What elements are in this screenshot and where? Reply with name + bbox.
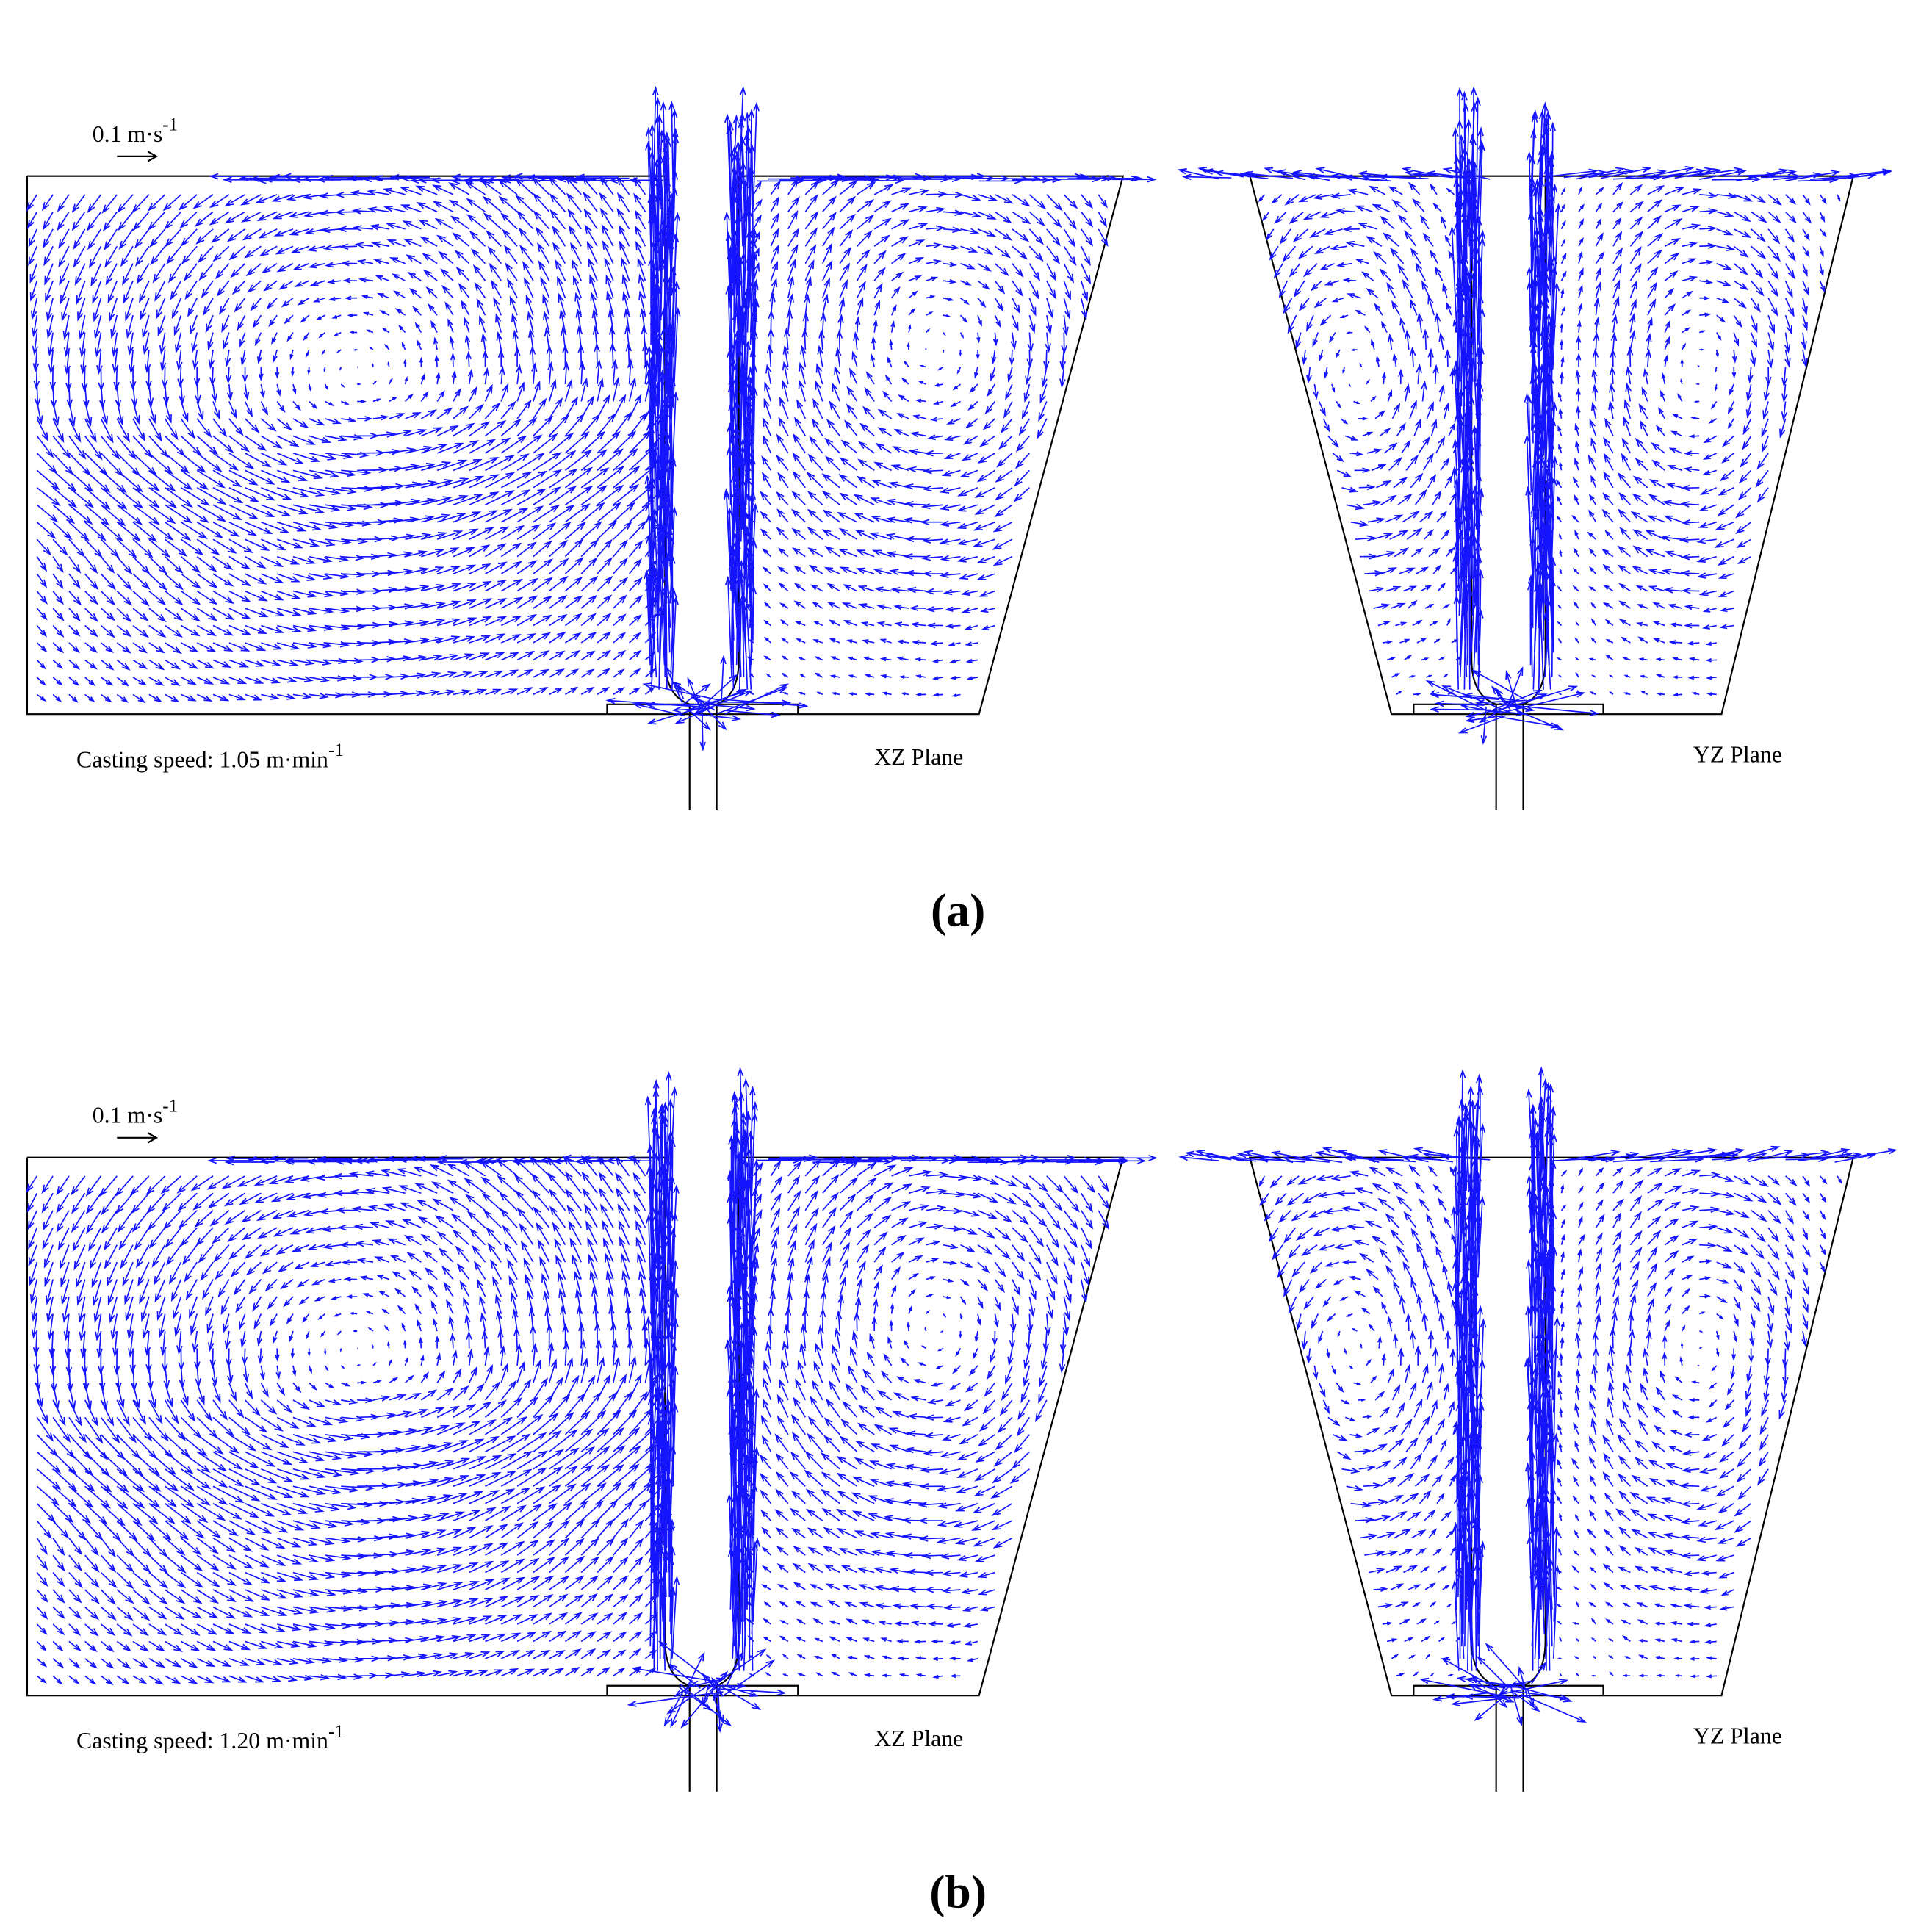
casting-speed-text: Casting speed: 1.05 m·min: [76, 746, 328, 772]
casting-speed-sup: -1: [328, 1722, 344, 1742]
scale-label: 0.1 m·s-1: [93, 115, 178, 147]
scale-label-sup: -1: [162, 115, 178, 135]
yz-label: YZ Plane: [1693, 1723, 1782, 1749]
outline: [1495, 704, 1524, 810]
scale-label: 0.1 m·s-1: [93, 1097, 178, 1128]
xz-label: XZ Plane: [874, 1726, 963, 1751]
caption: (a): [931, 884, 985, 937]
scale-label-text: 0.1 m·s: [93, 121, 163, 147]
casting-speed-text: Casting speed: 1.20 m·min: [76, 1728, 328, 1753]
velocity-vectors: [26, 1066, 1898, 1733]
outline: [1523, 1157, 1546, 1687]
outline: [606, 1684, 799, 1696]
caption: (b): [929, 1865, 987, 1917]
xz-label: XZ Plane: [874, 744, 963, 770]
outline: [117, 1132, 159, 1144]
yz-label: YZ Plane: [1693, 742, 1782, 768]
outline: [688, 704, 718, 810]
outline: [26, 175, 1125, 716]
casting-speed-sup: -1: [328, 740, 344, 760]
scale-label-sup: -1: [162, 1097, 178, 1117]
velocity-vectors: [26, 85, 1892, 751]
outline: [117, 151, 159, 162]
casting-speed: Casting speed: 1.05 m·min-1: [76, 740, 344, 772]
casting-speed: Casting speed: 1.20 m·min-1: [76, 1722, 344, 1753]
scale-label-text: 0.1 m·s: [93, 1103, 163, 1128]
